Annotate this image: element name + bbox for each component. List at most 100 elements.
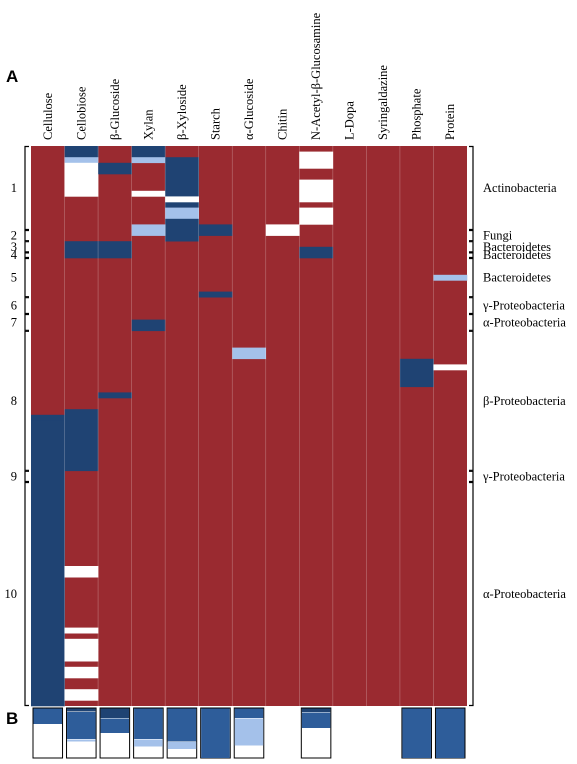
heatmap-cell [64,666,99,679]
group-number: 10 [5,587,18,601]
heatmap-cell [131,319,166,332]
summary-segment [67,739,96,742]
group-name: Bacteroidetes [483,240,551,254]
summary-segment [67,708,96,712]
group-name: Bacteroidetes [483,248,551,262]
summary-segment [100,718,130,733]
heatmap-cell [433,364,468,371]
left-bracket [24,297,29,315]
heatmap-grid [31,146,468,707]
left-bracket [24,313,29,331]
summary-segment [167,708,197,742]
left-bracket [24,470,29,483]
heatmap-cell [232,347,267,360]
summary-segment [402,708,431,758]
heatmap-cell [299,207,334,225]
heatmap-cell [31,420,65,707]
right-bracket [469,330,474,471]
summary-bars [32,707,466,759]
group-name: Bacteroidetes [483,271,551,285]
group-name: α-Proteobacteria [483,315,566,329]
heatmap-cell [165,218,199,242]
right-bracket [469,257,474,298]
heatmap-cell [165,196,199,203]
column-label: Cellulose [41,92,55,140]
summary-segment [33,708,63,724]
summary-segment [67,712,96,739]
left-bracket [24,229,29,242]
heatmap-cell [64,146,99,158]
summary-segment [201,708,230,758]
group-name: γ-Proteobacteria [482,469,565,483]
left-bracket [24,252,29,259]
summary-segment [234,708,264,718]
column-label: Chitin [276,108,290,140]
group-brackets [24,145,474,707]
heatmap-cell [399,358,434,388]
group-number: 1 [11,181,17,195]
right-bracket [469,241,474,253]
panel-a-label: A [6,67,18,86]
left-bracket [24,330,29,471]
heatmap-cell [198,291,233,298]
heatmap-cell [64,650,99,662]
group-name: α-Proteobacteria [483,587,566,601]
group-number: 4 [11,248,18,262]
heatmap-cell [64,566,99,578]
heatmap-cell [64,644,99,651]
heatmap-cell [131,146,166,158]
heatmap-cell [265,224,300,236]
row-labels: 1 Actinobacteria 2 Fungi 3 Bacteroidetes 4 Bact… [5,181,567,601]
heatmap-cell [98,392,132,399]
heatmap-cell [64,162,99,197]
column-label: Protein [443,103,457,140]
group-name: γ-Proteobacteria [482,299,565,313]
group-name: Fungi [483,229,513,243]
heatmap-background [31,146,467,706]
right-bracket [469,470,474,483]
column-label: Phosphate [410,88,424,140]
panel-b-label: B [6,709,18,728]
summary-segment [301,712,331,728]
group-name: β-Proteobacteria [483,394,566,408]
left-bracket [24,241,29,253]
group-number: 3 [11,240,17,254]
column-label: L-Dopa [343,101,357,140]
summary-segment [301,708,331,712]
group-number: 8 [11,394,17,408]
heatmap-cell [131,190,166,197]
right-bracket [469,313,474,331]
heatmap-cell [31,414,65,421]
heatmap-cell [299,179,334,203]
right-bracket [469,481,474,707]
summary-segment [234,718,264,746]
group-name: Actinobacteria [483,181,557,195]
heatmap-cell [64,627,99,634]
summary-segment [134,708,163,739]
summary-segment [134,739,163,747]
summary-segment [100,708,130,718]
group-number: 9 [11,469,17,483]
group-number: 2 [11,229,17,243]
heatmap-cell [165,207,199,220]
heatmap-cell [131,224,166,236]
column-label: N-Acetyl-β-Glucosamine [309,12,323,140]
heatmap-cell [98,241,132,259]
heatmap-cell [299,151,334,169]
heatmap-cell [131,157,166,164]
group-number: 5 [11,271,17,285]
summary-segment [435,708,465,758]
left-bracket [24,145,29,231]
right-bracket [469,145,474,231]
heatmap-cell [64,241,99,259]
summary-segment [167,742,197,749]
left-bracket [24,257,29,298]
column-label: Syringaldazine [376,65,390,140]
left-bracket [24,481,29,707]
heatmap-cell [299,246,334,259]
heatmap-cell [198,224,233,236]
column-label: β-Xyloside [175,84,189,140]
right-bracket [469,297,474,315]
right-bracket [469,229,474,242]
